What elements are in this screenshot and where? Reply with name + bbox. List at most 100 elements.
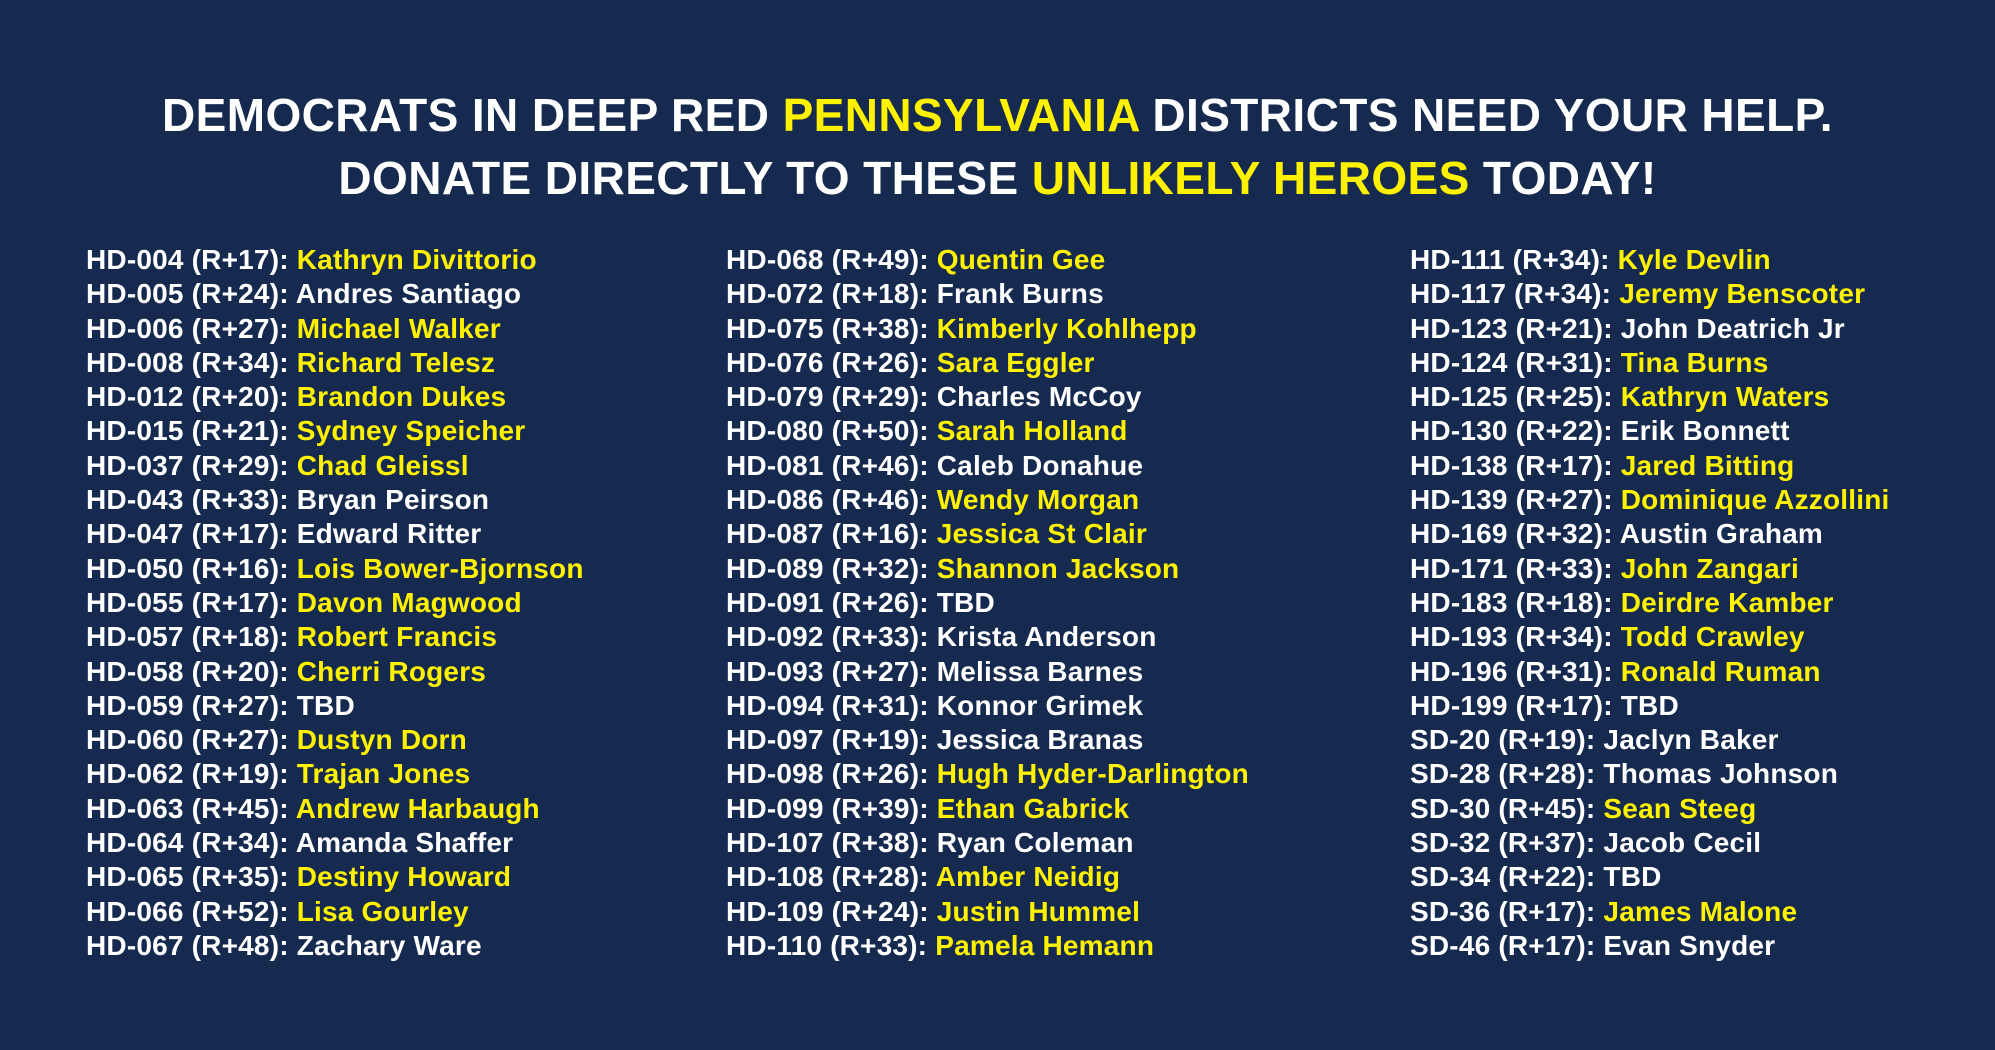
district-row: HD-091 (R+26): TBD — [726, 586, 1249, 620]
candidate-link[interactable]: Richard Telesz — [296, 346, 496, 378]
candidate-link[interactable]: Trajan Jones — [296, 758, 471, 790]
district-label: HD-004 (R+17): — [86, 244, 289, 275]
candidate-link[interactable]: Sean Steeg — [1603, 792, 1757, 824]
district-row: HD-093 (R+27): Melissa Barnes — [726, 655, 1249, 689]
district-label: HD-012 (R+20): — [86, 381, 289, 413]
district-row: HD-062 (R+19): Trajan Jones — [86, 757, 584, 791]
candidate-name: Evan Snyder — [1603, 929, 1776, 961]
candidate-link[interactable]: Jeremy Benscoter — [1619, 278, 1866, 310]
district-label: HD-094 (R+31): — [726, 689, 929, 721]
candidate-link[interactable]: Amber Neidig — [935, 861, 1121, 893]
district-row: SD-36 (R+17): James Malone — [1410, 895, 1890, 929]
candidate-link[interactable]: Tina Burns — [1620, 346, 1769, 378]
district-row: SD-32 (R+37): Jacob Cecil — [1410, 826, 1890, 860]
district-label: HD-183 (R+18): — [1410, 586, 1613, 618]
candidate-link[interactable]: Shannon Jackson — [936, 552, 1180, 584]
candidate-link[interactable]: John Zangari — [1620, 552, 1799, 584]
candidate-link[interactable]: Ethan Gabrick — [936, 792, 1130, 824]
candidate-link[interactable]: Kimberly Kohlhepp — [936, 312, 1197, 344]
candidate-link[interactable]: Sarah Holland — [936, 415, 1128, 447]
candidate-link[interactable]: Destiny Howard — [296, 861, 512, 893]
district-row: HD-111 (R+34): Kyle Devlin — [1410, 243, 1890, 277]
candidate-link[interactable]: James Malone — [1603, 895, 1798, 927]
candidate-link[interactable]: Wendy Morgan — [936, 484, 1140, 516]
candidate-link[interactable]: Justin Hummel — [936, 895, 1141, 927]
headline-line-1: DEMOCRATS IN DEEP RED PENNSYLVANIA DISTR… — [0, 84, 1995, 147]
district-label: HD-050 (R+16): — [86, 552, 289, 584]
candidate-link[interactable]: Kyle Devlin — [1617, 244, 1771, 275]
district-row: HD-169 (R+32): Austin Graham — [1410, 517, 1890, 551]
district-label: HD-107 (R+38): — [726, 827, 929, 859]
candidate-name: John Deatrich Jr — [1620, 312, 1845, 344]
candidate-link[interactable]: Todd Crawley — [1620, 621, 1805, 653]
district-label: SD-34 (R+22): — [1410, 861, 1596, 893]
district-row: HD-196 (R+31): Ronald Ruman — [1410, 655, 1890, 689]
district-label: SD-28 (R+28): — [1410, 758, 1596, 790]
district-label: HD-138 (R+17): — [1410, 449, 1613, 481]
district-label: HD-058 (R+20): — [86, 655, 289, 687]
district-row: HD-138 (R+17): Jared Bitting — [1410, 449, 1890, 483]
district-label: HD-037 (R+29): — [86, 449, 289, 481]
candidate-link[interactable]: Davon Magwood — [296, 586, 522, 618]
district-label: HD-067 (R+48): — [86, 929, 289, 961]
district-row: HD-097 (R+19): Jessica Branas — [726, 723, 1249, 757]
district-label: HD-081 (R+46): — [726, 449, 929, 481]
district-row: SD-34 (R+22): TBD — [1410, 860, 1890, 894]
candidate-link[interactable]: Hugh Hyder-Darlington — [936, 758, 1249, 790]
district-row: HD-086 (R+46): Wendy Morgan — [726, 483, 1249, 517]
district-row: HD-057 (R+18): Robert Francis — [86, 620, 584, 654]
candidate-link[interactable]: Lois Bower-Bjornson — [296, 552, 584, 584]
district-label: HD-125 (R+25): — [1410, 381, 1613, 413]
district-row: HD-060 (R+27): Dustyn Dorn — [86, 723, 584, 757]
district-row: HD-037 (R+29): Chad Gleissl — [86, 449, 584, 483]
district-row: HD-065 (R+35): Destiny Howard — [86, 860, 584, 894]
candidate-link[interactable]: Lisa Gourley — [296, 895, 469, 927]
district-row: HD-005 (R+24): Andres Santiago — [86, 277, 584, 311]
headline-line1-highlight: PENNSYLVANIA — [782, 89, 1140, 141]
district-row: SD-28 (R+28): Thomas Johnson — [1410, 757, 1890, 791]
candidate-link[interactable]: Chad Gleissl — [296, 449, 469, 481]
district-row: HD-092 (R+33): Krista Anderson — [726, 620, 1249, 654]
district-label: HD-072 (R+18): — [726, 278, 929, 310]
candidate-name: Caleb Donahue — [936, 449, 1144, 481]
district-label: HD-124 (R+31): — [1410, 346, 1613, 378]
district-label: HD-008 (R+34): — [86, 346, 289, 378]
candidate-link[interactable]: Jessica St Clair — [936, 518, 1147, 550]
candidate-link[interactable]: Michael Walker — [296, 312, 501, 344]
district-label: HD-015 (R+21): — [86, 415, 289, 447]
district-row: HD-043 (R+33): Bryan Peirson — [86, 483, 584, 517]
candidate-link[interactable]: Quentin Gee — [936, 244, 1106, 275]
district-label: HD-196 (R+31): — [1410, 655, 1613, 687]
candidate-name: TBD — [1620, 689, 1679, 721]
district-row: SD-30 (R+45): Sean Steeg — [1410, 792, 1890, 826]
district-row: HD-072 (R+18): Frank Burns — [726, 277, 1249, 311]
district-row: HD-080 (R+50): Sarah Holland — [726, 414, 1249, 448]
district-label: HD-043 (R+33): — [86, 484, 289, 516]
candidate-link[interactable]: Dominique Azzollini — [1620, 484, 1890, 516]
candidate-link[interactable]: Dustyn Dorn — [296, 724, 467, 756]
district-row: HD-058 (R+20): Cherri Rogers — [86, 655, 584, 689]
candidate-link[interactable]: Cherri Rogers — [296, 655, 487, 687]
candidate-link[interactable]: Sara Eggler — [936, 346, 1095, 378]
candidate-link[interactable]: Sydney Speicher — [296, 415, 526, 447]
district-label: HD-076 (R+26): — [726, 346, 929, 378]
candidate-name: Andres Santiago — [295, 278, 522, 310]
candidate-link[interactable]: Pamela Hemann — [935, 929, 1155, 961]
district-label: HD-093 (R+27): — [726, 655, 929, 687]
district-label: HD-063 (R+45): — [86, 792, 289, 824]
candidate-link[interactable]: Kathryn Divittorio — [296, 244, 537, 275]
candidate-link[interactable]: Ronald Ruman — [1620, 655, 1821, 687]
district-row: HD-107 (R+38): Ryan Coleman — [726, 826, 1249, 860]
candidate-name: Frank Burns — [936, 278, 1104, 310]
district-label: HD-171 (R+33): — [1410, 552, 1613, 584]
headline-line1-pre: DEMOCRATS IN DEEP RED — [162, 89, 783, 141]
candidate-name: Erik Bonnett — [1620, 415, 1790, 447]
district-label: HD-108 (R+28): — [726, 861, 929, 893]
candidate-link[interactable]: Andrew Harbaugh — [295, 792, 540, 824]
district-label: SD-32 (R+37): — [1410, 827, 1596, 859]
candidate-link[interactable]: Kathryn Waters — [1620, 381, 1830, 413]
candidate-link[interactable]: Brandon Dukes — [296, 381, 507, 413]
candidate-link[interactable]: Robert Francis — [296, 621, 498, 653]
candidate-link[interactable]: Jared Bitting — [1620, 449, 1795, 481]
candidate-link[interactable]: Deirdre Kamber — [1620, 586, 1834, 618]
